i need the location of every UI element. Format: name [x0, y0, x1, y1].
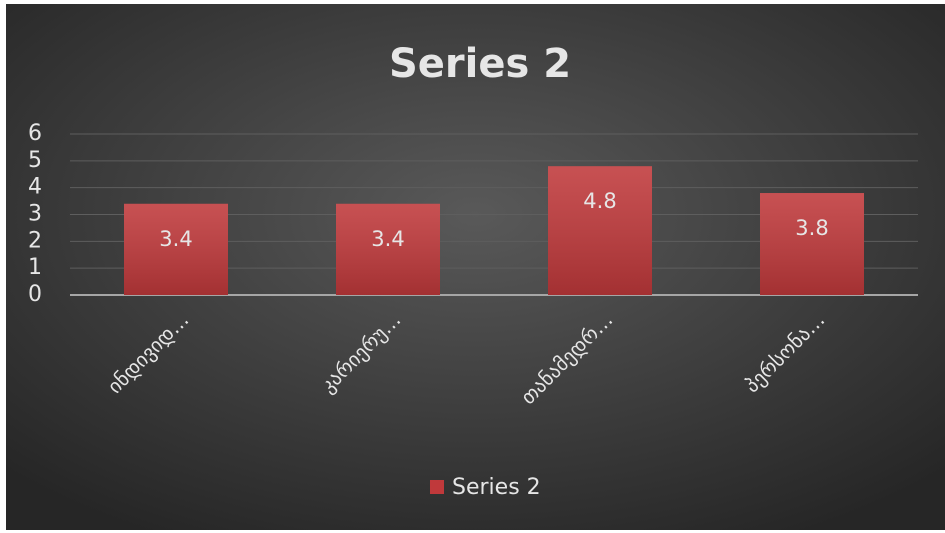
data-label: 3.8: [795, 216, 828, 240]
y-tick-label: 1: [28, 255, 42, 280]
chart-title: Series 2: [389, 41, 571, 87]
y-tick-label: 6: [28, 121, 42, 146]
data-label: 3.4: [371, 227, 404, 251]
y-tick-label: 3: [28, 202, 42, 227]
y-tick-label: 5: [28, 148, 42, 173]
bar-shade: [124, 203, 228, 295]
data-label: 4.8: [583, 189, 616, 213]
bar-shade: [336, 203, 440, 295]
legend-swatch: [430, 480, 444, 494]
y-tick-label: 0: [28, 282, 42, 307]
data-label: 3.4: [159, 227, 192, 251]
legend-label: Series 2: [452, 475, 541, 500]
bar-shade: [760, 193, 864, 295]
y-tick-label: 4: [28, 175, 42, 200]
y-tick-label: 2: [28, 228, 42, 253]
bar-shade: [548, 166, 652, 295]
